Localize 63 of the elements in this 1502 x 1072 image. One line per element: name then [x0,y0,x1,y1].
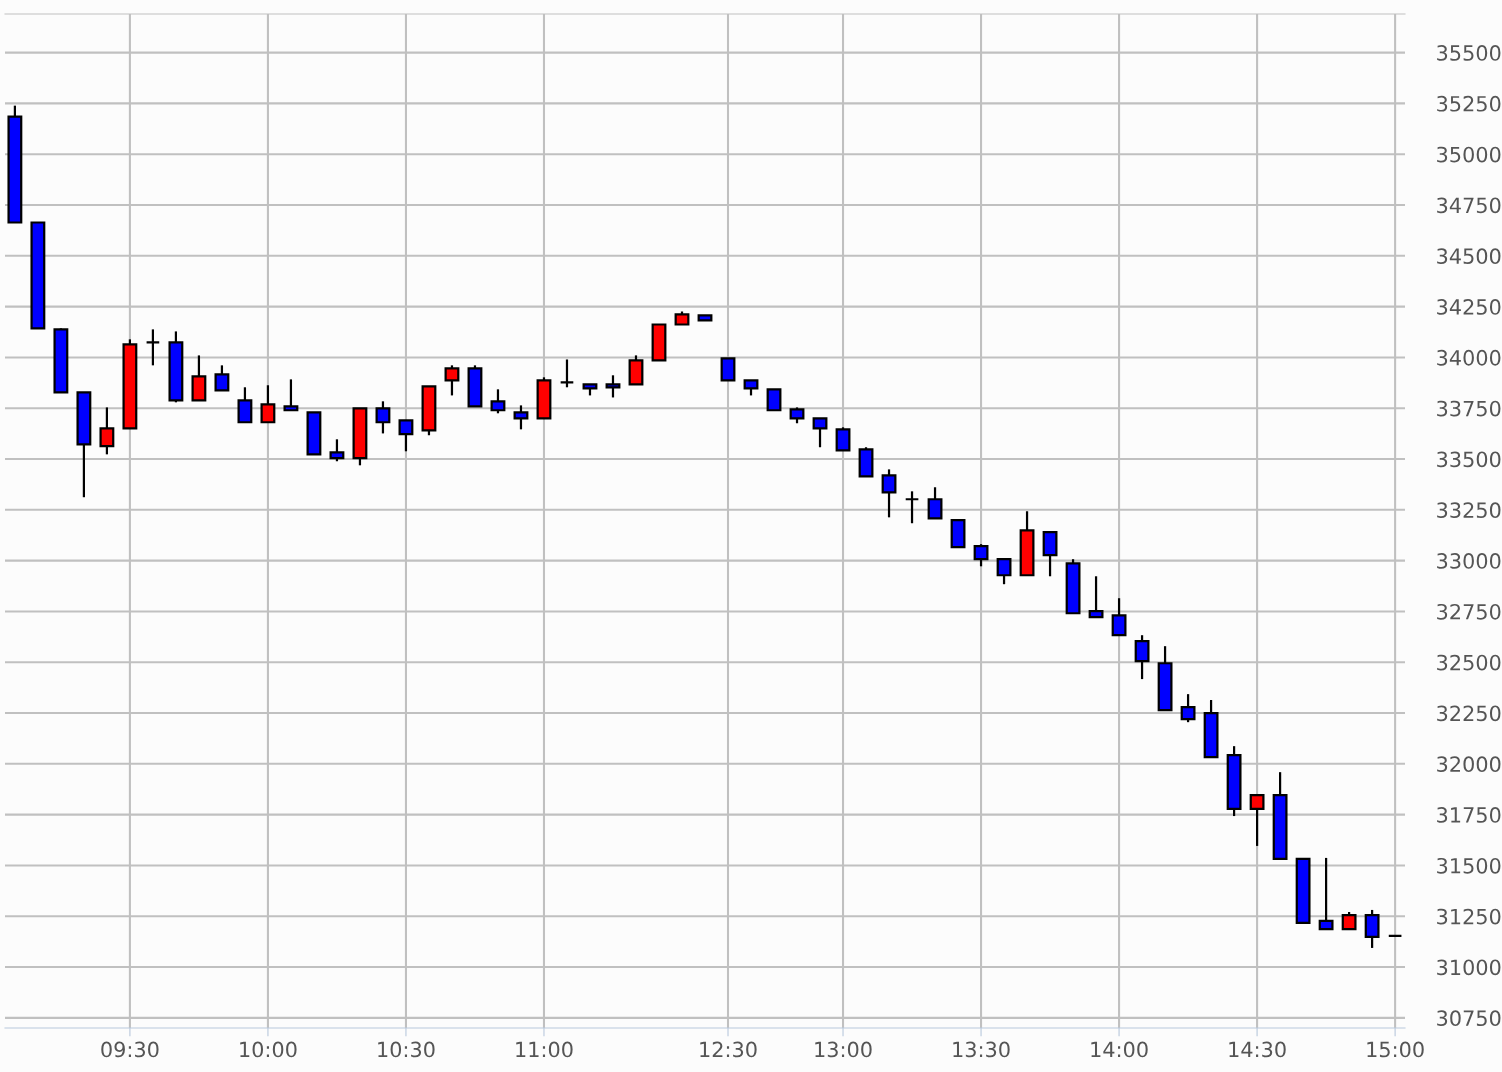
candlestick [720,357,736,382]
x-tick-label: 11:00 [516,1041,573,1058]
candlestick [973,543,989,568]
y-tick-label: 32750 [1437,603,1501,620]
y-tick-label: 32250 [1437,705,1501,722]
y-tick-label: 30750 [1437,1010,1501,1027]
candlestick [444,364,460,397]
y-tick-label: 31250 [1437,908,1501,925]
x-tick-label: 12:30 [700,1041,757,1058]
y-tick-label: 34000 [1437,349,1501,366]
candlestick [996,558,1012,586]
candlestick [191,354,207,402]
candlestick [1111,597,1127,637]
candlestick [559,358,575,389]
candlestick [904,490,920,525]
candlestick [260,384,276,424]
candlestick [766,388,782,412]
y-tick-label: 35000 [1437,146,1501,163]
y-tick-label: 35250 [1437,95,1501,112]
y-tick-label: 34750 [1437,197,1501,214]
candlestick [1088,575,1104,619]
y-tick-label: 33250 [1437,502,1501,519]
candlestick [145,328,161,367]
y-tick-label: 31750 [1437,807,1501,823]
y-tick-label: 32500 [1437,654,1501,671]
y-tick-label: 35500 [1437,45,1501,61]
y-tick-label: 31500 [1437,857,1501,874]
y-tick-label: 34250 [1437,299,1501,315]
x-tick-label: 13:00 [815,1041,872,1058]
candlestick [927,486,943,520]
x-tick-label: 13:30 [953,1041,1010,1058]
y-tick-label: 33000 [1437,553,1501,569]
x-tick-label: 14:00 [1091,1041,1148,1058]
candlestick [490,388,506,415]
y-tick-label: 33500 [1437,451,1501,468]
candlestick [812,417,828,449]
x-tick-label: 14:30 [1229,1041,1286,1058]
y-tick-label: 34500 [1437,248,1501,265]
candlestick [835,426,851,452]
x-tick-label: 10:00 [240,1041,297,1058]
candlestick [237,386,253,424]
candlestick [1134,634,1150,681]
candlestick [628,354,644,386]
candlestick [881,468,897,519]
candlestick [329,438,345,463]
candlestick [1364,908,1380,950]
x-tick-label: 10:30 [378,1041,435,1058]
candlestick [1042,531,1058,578]
candlestick [513,404,529,431]
candlestick [99,406,115,456]
y-tick-label: 33750 [1437,400,1501,417]
candlestick [605,374,621,399]
x-tick-label: 09:30 [101,1041,159,1058]
candlestick [1249,794,1265,848]
candlestick [375,400,391,435]
candlestick [1180,693,1196,724]
candlestick [1318,856,1334,931]
candlestick [283,378,299,412]
candlestick [214,364,230,392]
x-tick-label: 15:00 [1367,1041,1424,1058]
candlestick [398,419,414,453]
y-tick-label: 32000 [1437,756,1501,773]
y-tick-label: 31000 [1437,959,1501,976]
